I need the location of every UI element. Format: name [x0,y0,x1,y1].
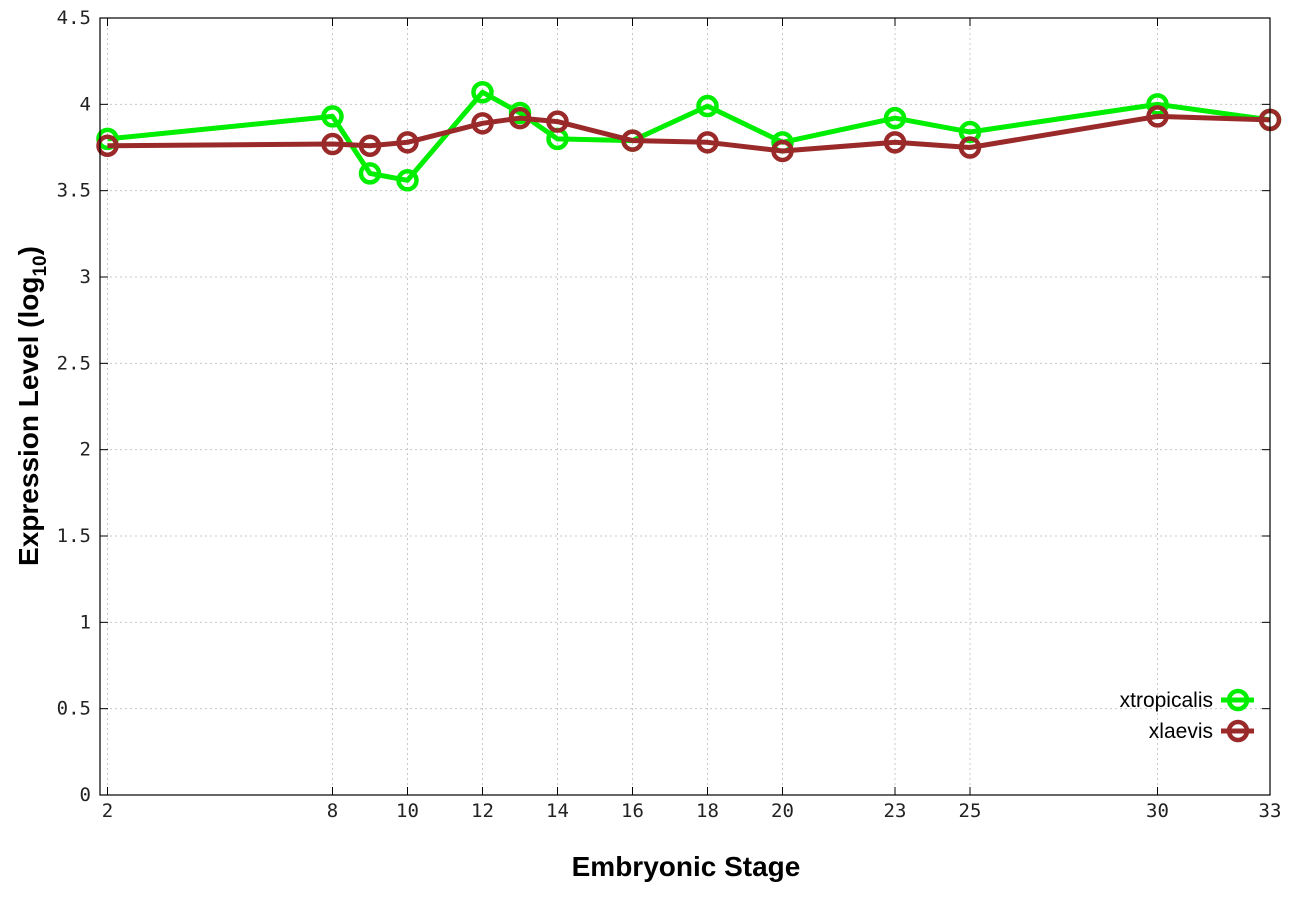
x-tick-label: 8 [327,800,338,822]
y-tick-label: 1 [80,611,91,633]
legend-label: xtropicalis [1120,689,1213,712]
series-layer [96,80,1282,192]
grid [100,18,1270,795]
y-tick-label: 1.5 [57,525,91,547]
series-line-xlaevis [107,113,1271,154]
data-point-xlaevis [696,131,719,154]
y-tick-label: 4.5 [57,7,91,29]
data-point-xlaevis [396,131,419,154]
legend-item-xlaevis: xlaevis [1149,719,1254,743]
y-axis-title-close: ) [13,246,44,255]
data-point-xlaevis [1146,105,1169,128]
legend-marker [1226,688,1250,712]
x-tick-label: 18 [696,800,719,822]
data-point-xlaevis [771,139,794,163]
data-point-xtropicalis [1146,93,1169,116]
legend-marker [1226,719,1250,743]
y-tick-label: 2 [80,439,91,461]
data-point-xlaevis [958,136,982,159]
data-point-xtropicalis [883,106,907,130]
x-tick-label: 20 [771,800,794,822]
y-axis-title-main: Expression Level (log [13,277,44,566]
y-tick-label: 0.5 [57,698,91,720]
data-point-xlaevis [621,129,644,152]
data-point-xlaevis [546,110,569,133]
x-tick-label: 10 [396,800,419,822]
data-point-xlaevis [883,131,907,154]
x-tick-label: 2 [102,800,113,822]
x-tick-label: 14 [546,800,569,822]
data-point-xtropicalis [696,94,719,118]
y-tick-label: 3.5 [57,180,91,202]
y-axis-title-subscript: 10 [30,255,51,276]
x-tick-label: 33 [1259,800,1282,822]
x-tick-label: 23 [884,800,907,822]
data-point-xtropicalis [96,127,119,151]
x-axis-title: Embryonic Stage [572,851,801,882]
series-xtropicalis [96,80,1282,192]
legend-item-xtropicalis: xtropicalis [1120,688,1254,712]
data-point-xtropicalis [958,120,982,144]
data-point-xtropicalis [358,162,382,185]
data-point-xlaevis [358,134,382,158]
legend-label: xlaevis [1149,720,1213,743]
y-tick-label: 2.5 [57,352,91,374]
y-tick-label: 3 [80,266,91,288]
x-tick-label: 25 [959,800,982,822]
ticks: 0 0.5 1 1.5 2 2.5 3 3.5 4 4.5 2 8 10 12 14 16 18 20 23 25 30… [57,7,1282,822]
y-tick-label: 0 [80,784,91,806]
series-line-xtropicalis [107,89,1271,183]
plot-background [100,18,1270,795]
y-axis-title: Expression Level (log10) [13,246,51,566]
data-point-xtropicalis [396,169,419,192]
data-point-xlaevis [508,106,532,130]
plot-frame [99,17,1271,796]
x-tick-label: 12 [471,800,494,822]
data-point-xlaevis [321,132,344,156]
data-point-xlaevis [471,112,494,135]
x-tick-label: 30 [1146,800,1169,822]
data-point-xtropicalis [321,105,344,128]
x-tick-label: 16 [621,800,644,822]
legend: xtropicalis xlaevis [1120,688,1254,743]
data-point-xtropicalis [471,80,494,104]
y-tick-label: 4 [80,93,91,115]
data-point-xlaevis [96,134,119,158]
